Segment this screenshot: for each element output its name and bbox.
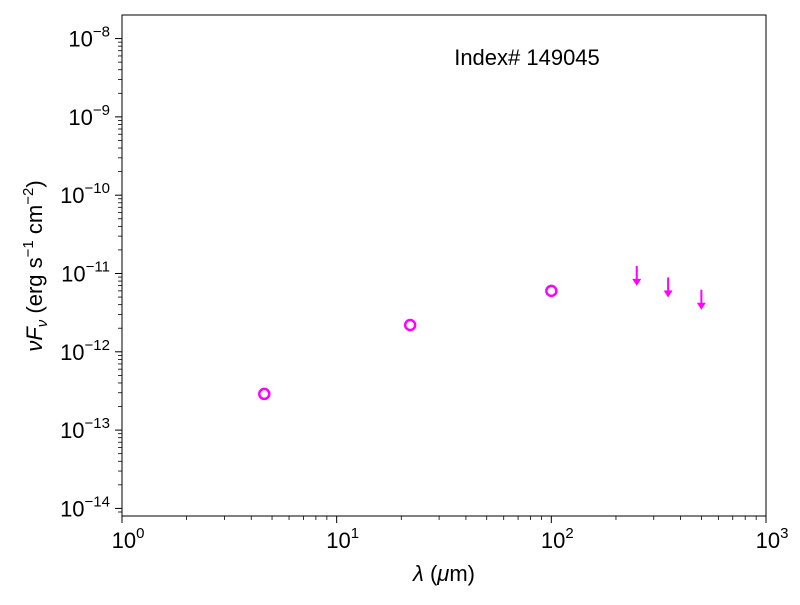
y-tick-label: 10−8	[68, 24, 110, 52]
x-tick-label: 103	[756, 525, 789, 553]
plot-frame	[121, 14, 767, 517]
y-tick-label: 10−11	[61, 258, 110, 286]
upper-limit-arrowhead	[696, 302, 706, 310]
upper-limit-arrowhead	[632, 278, 642, 286]
x-axis-label: λ (μm)	[412, 561, 475, 586]
y-tick-label: 10−9	[68, 102, 110, 130]
upper-limit-arrowhead	[663, 290, 673, 298]
data-point-circle	[545, 284, 558, 298]
y-tick-label: 10−10	[60, 180, 110, 208]
x-tick-label: 102	[541, 525, 574, 553]
y-axis-label: νFν (erg s−1 cm−2)	[20, 180, 51, 351]
y-tick-label: 10−13	[60, 415, 110, 443]
data-point-circle	[403, 318, 417, 332]
data-point-circle	[258, 387, 271, 401]
index-annotation: Index# 149045	[454, 45, 600, 70]
y-tick-label: 10−12	[60, 337, 110, 365]
y-tick-label: 10−14	[60, 493, 110, 521]
x-tick-label: 101	[326, 525, 359, 553]
x-tick-label: 100	[112, 525, 145, 553]
plot-layer: 100 101 102 103 10−14 10−13 10−12 10−11 10−10 10−…	[60, 24, 789, 553]
